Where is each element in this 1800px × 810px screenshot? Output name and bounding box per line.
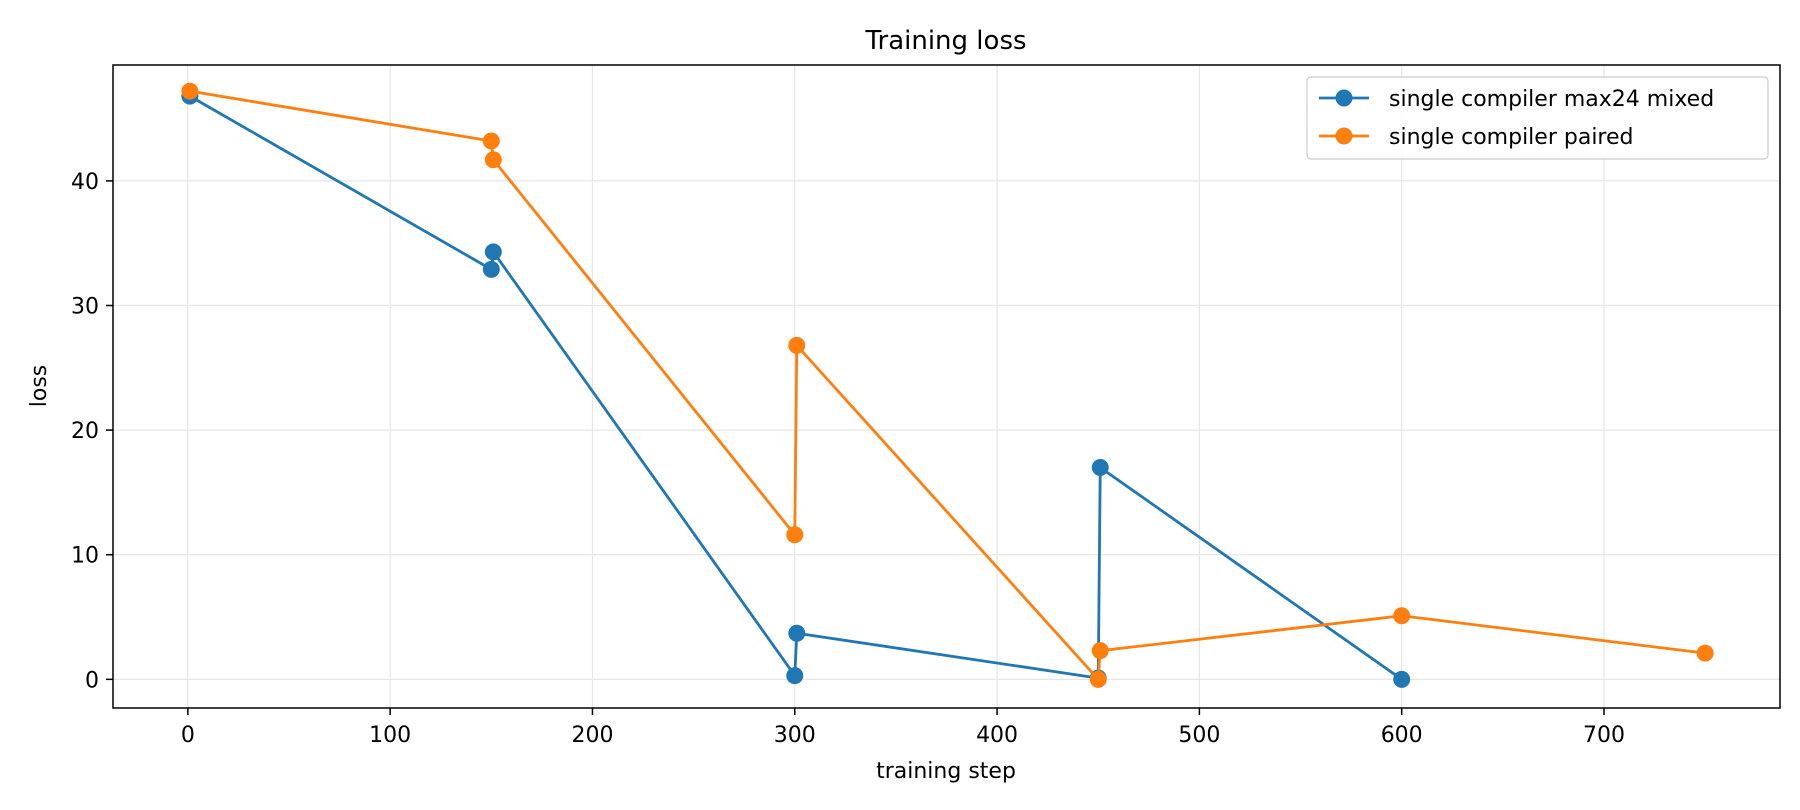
x-axis-title: training step xyxy=(876,759,1016,784)
x-tick-label: 200 xyxy=(571,723,613,748)
x-tick-label: 0 xyxy=(181,723,195,748)
plot-frame xyxy=(112,64,1781,709)
legend-item: single compiler paired xyxy=(1319,125,1634,150)
data-point xyxy=(482,132,500,150)
data-point xyxy=(484,151,502,169)
series-layer xyxy=(181,82,1714,688)
grid-layer xyxy=(113,65,1780,708)
data-point xyxy=(788,624,806,642)
data-point xyxy=(1091,458,1109,476)
legend-swatch-marker xyxy=(1335,89,1353,107)
chart-title: Training loss xyxy=(864,26,1026,56)
y-tick-label: 0 xyxy=(85,668,99,693)
y-tick-label: 10 xyxy=(71,544,99,569)
legend-swatch-marker xyxy=(1335,127,1353,145)
legend-box xyxy=(1306,76,1769,160)
data-point xyxy=(786,526,804,544)
data-point xyxy=(181,82,199,100)
y-tick-label: 40 xyxy=(71,170,99,195)
data-point xyxy=(786,667,804,685)
x-tick-label: 100 xyxy=(369,723,411,748)
y-axis-title: loss xyxy=(27,365,52,408)
data-point xyxy=(788,336,806,354)
legend-label: single compiler paired xyxy=(1389,125,1634,150)
legend-items: single compiler max24 mixed single compil… xyxy=(1319,87,1714,150)
x-tick-label: 600 xyxy=(1381,723,1423,748)
legend-label: single compiler max24 mixed xyxy=(1389,87,1714,112)
data-point xyxy=(1091,642,1109,660)
x-tick-label: 400 xyxy=(976,723,1018,748)
data-point xyxy=(1393,607,1411,625)
data-point xyxy=(484,243,502,261)
data-point xyxy=(1089,670,1107,688)
x-tick-label: 300 xyxy=(774,723,816,748)
y-tick-label: 20 xyxy=(71,419,99,444)
series-2 xyxy=(181,82,1714,688)
series-line xyxy=(189,89,1706,681)
legend: single compiler max24 mixed single compil… xyxy=(1306,76,1769,160)
ticks-layer: 0 100 200 300 400 500 600 700 0 10 20 30 40 xyxy=(71,170,1625,748)
y-tick-label: 30 xyxy=(71,295,99,320)
data-point xyxy=(1696,644,1714,662)
data-point xyxy=(482,260,500,278)
legend-item: single compiler max24 mixed xyxy=(1319,87,1714,112)
data-point xyxy=(1393,670,1411,688)
x-tick-label: 500 xyxy=(1178,723,1220,748)
x-tick-label: 700 xyxy=(1583,723,1625,748)
